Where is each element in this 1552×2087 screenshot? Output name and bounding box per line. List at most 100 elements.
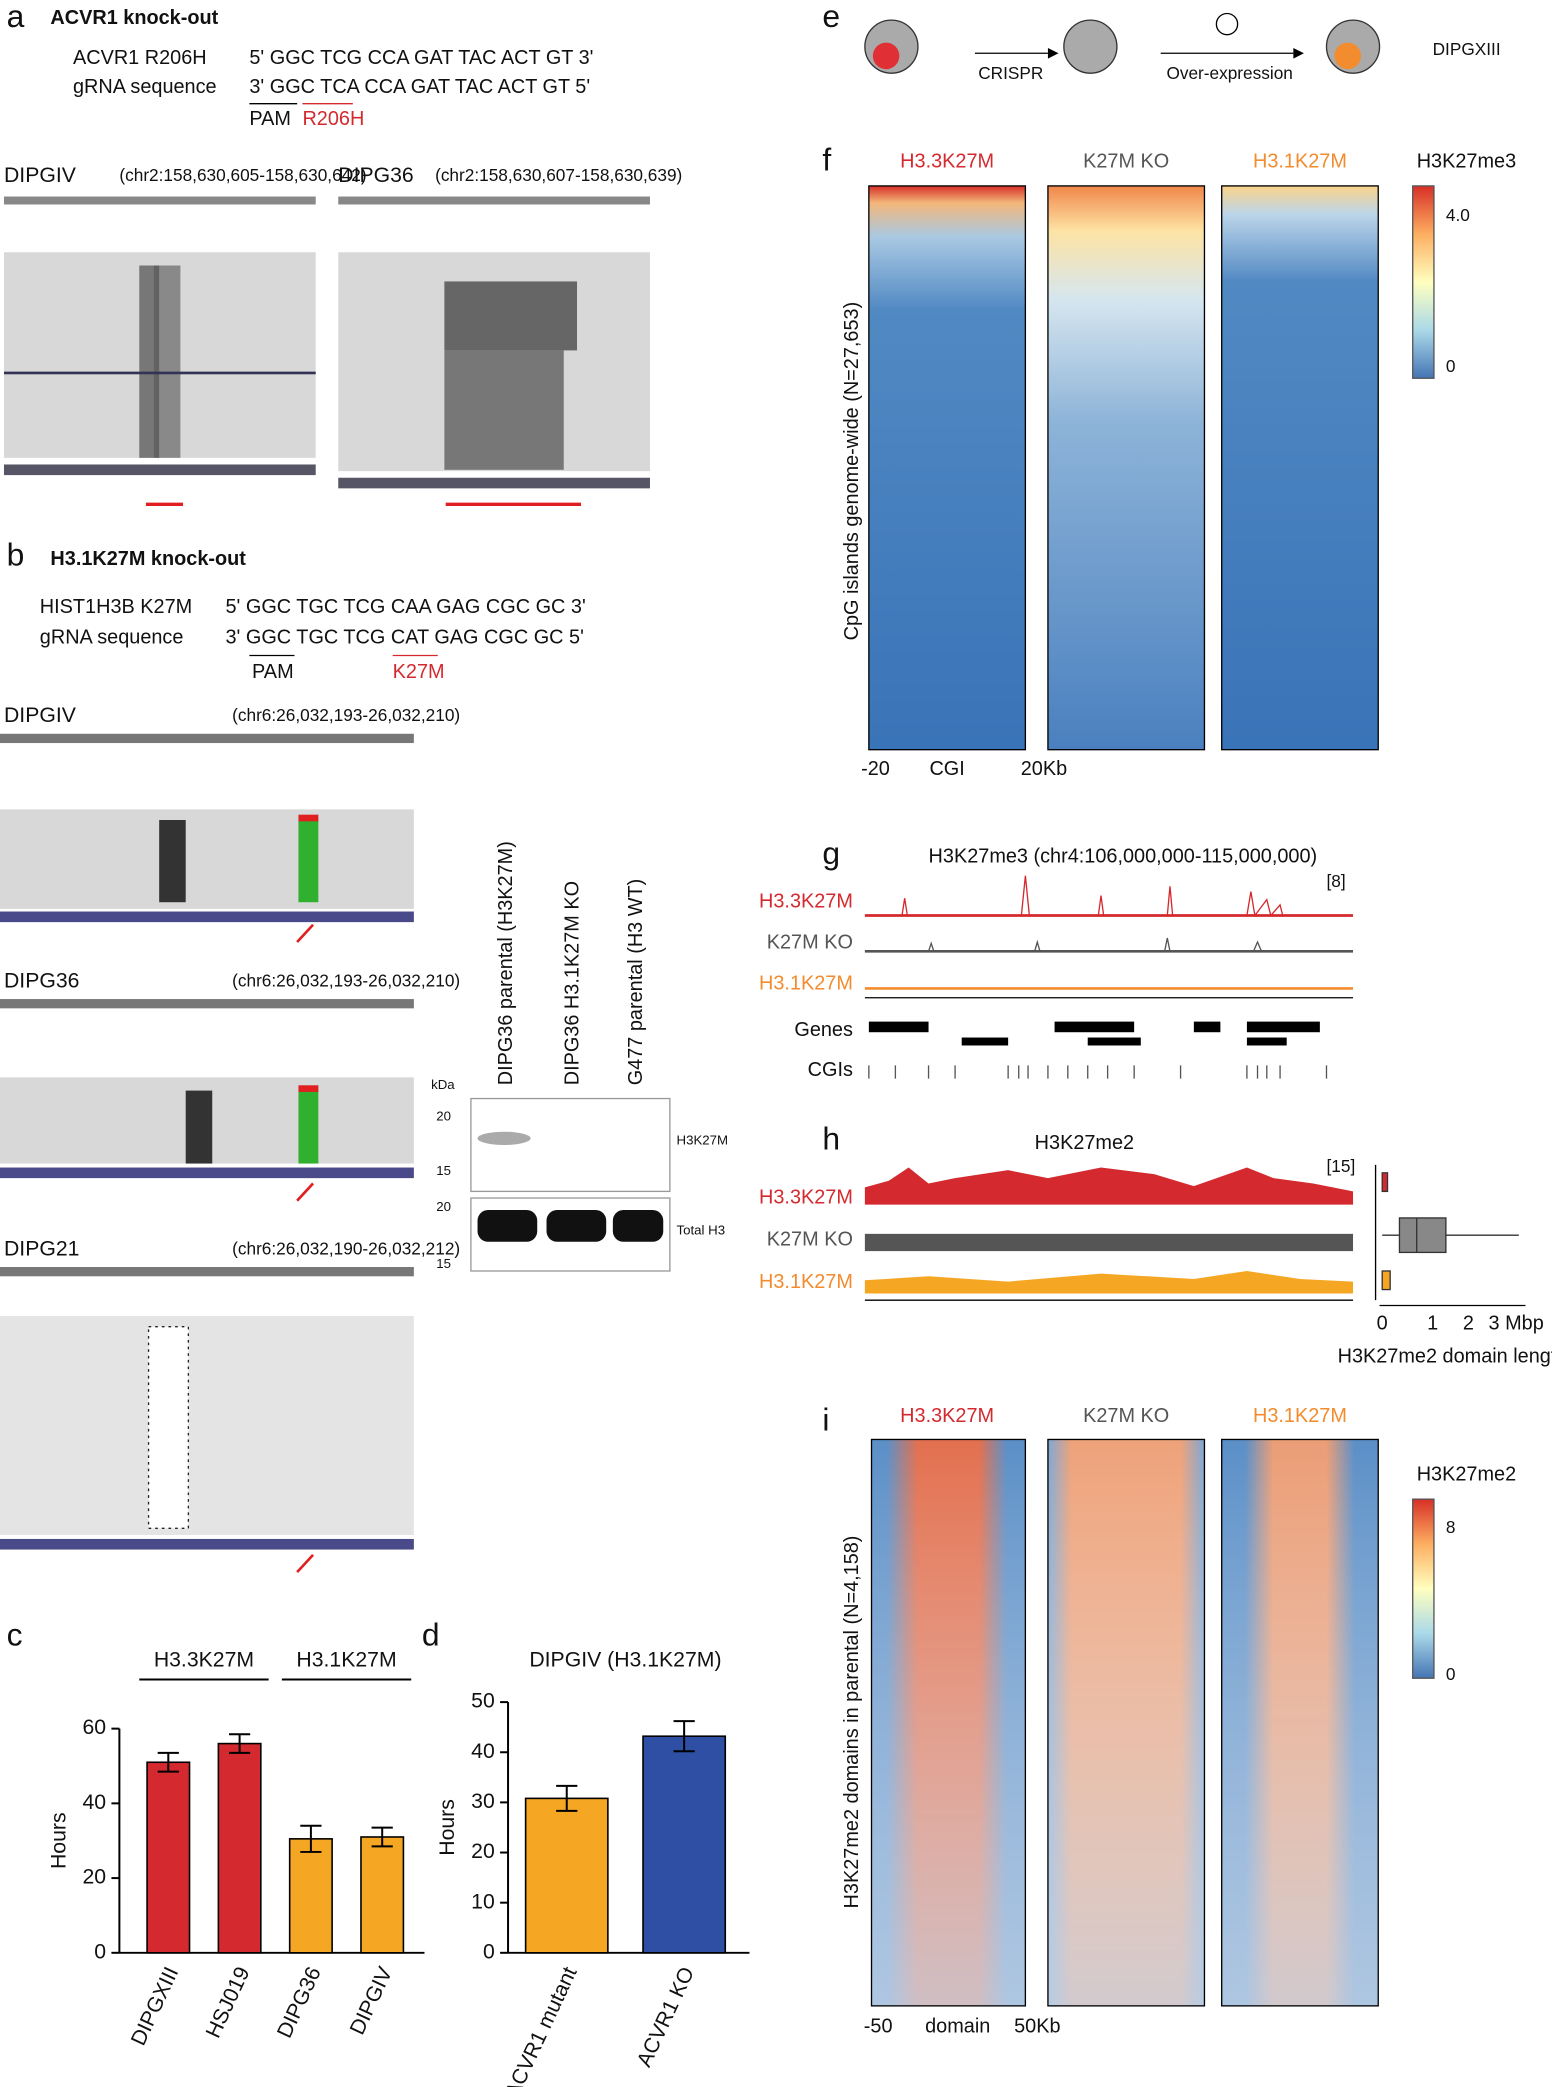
y-axis-label: Hours [436,1799,459,1856]
y-tick-label: 40 [471,1740,495,1763]
box-tick: 3 Mbp [1489,1312,1544,1334]
y-label: H3K27me2 domains in parental (N=4,158) [841,1536,863,1909]
igv-view [3,196,650,506]
y-tick-label: 60 [83,1716,107,1739]
sample: DIPG36 [338,164,413,187]
step-label: Over-expression [1166,63,1292,83]
column-title: H3.3K27M [900,150,994,172]
colorbar-tick: 0 [1446,1664,1456,1684]
marker: 15 [436,1256,451,1271]
seq-label: HIST1H3B K27M [40,596,192,618]
track-scale: [15] [1326,1156,1355,1176]
annotation-label: Genes [794,1019,853,1041]
error-bar [556,1784,578,1812]
column-title: K27M KO [1083,1405,1169,1427]
y-tick-label: 30 [471,1790,495,1813]
y-tick-label: 0 [483,1940,495,1963]
panel-label: h [822,1120,840,1156]
lane-label: DIPG36 parental (H3K27M) [495,841,517,1085]
sample: DIPG21 [4,1237,79,1260]
locus: (chr6:26,032,190-26,032,212) [232,1238,460,1258]
mutation: R206H [302,108,364,130]
x-tick-label: DIPG36 [273,1963,326,2041]
x-label: 50Kb [1014,2015,1060,2037]
box-tick: 1 [1427,1312,1438,1334]
error-bar [157,1751,179,1773]
panel-label: f [822,141,831,177]
lane-label: G477 parental (H3 WT) [625,879,647,1086]
x-label: 20Kb [1021,758,1067,780]
colorbar-tick: 4.0 [1446,205,1470,225]
panel-label: e [822,0,840,34]
error-bar [371,1826,393,1848]
cell-line: DIPGXIII [1433,39,1501,59]
band-label: H3K27M [677,1132,729,1147]
y-tick-label: 50 [471,1690,495,1713]
unit: kDa [431,1077,455,1092]
heatmap [868,185,1027,751]
track-label: K27M KO [767,1229,853,1251]
box-xlabel: H3K27me2 domain length [1338,1345,1552,1367]
panel-label: i [822,1402,829,1438]
bar [360,1836,405,1954]
bar [288,1838,333,1954]
x-label: CGI [929,758,964,780]
marker: 20 [436,1109,451,1124]
panel-title: H3K27me3 (chr4:106,000,000-115,000,000) [929,845,1318,867]
bar [217,1742,262,1954]
colorbar-tick: 8 [1446,1517,1456,1537]
panel-label: b [7,537,25,573]
y-tick-label: 20 [83,1866,107,1889]
heatmap [1047,185,1206,751]
group-label: H3.1K27M [296,1649,396,1672]
panel-label: a [7,0,25,34]
colorbar-title: H3K27me3 [1417,150,1516,172]
seq-label: gRNA sequence [73,76,217,98]
pam: PAM [249,108,291,130]
column-title: K27M KO [1083,150,1169,172]
mutation: K27M [393,661,445,683]
locus: (chr6:26,032,193-26,032,210) [232,705,460,725]
seq-label: ACVR1 R206H [73,47,207,69]
track-label: H3.3K27M [759,1186,853,1208]
x-tick-label: ACVR1 KO [633,1963,699,2070]
track-label: H3.1K27M [759,973,853,995]
marker: 15 [436,1163,451,1178]
x-label: -20 [861,758,890,780]
column-title: H3.3K27M [900,1405,994,1427]
box-tick: 0 [1377,1312,1388,1334]
panel-title: H3.1K27M knock-out [50,548,246,570]
track-label: H3.1K27M [759,1271,853,1293]
colorbar [1412,1498,1435,1679]
locus: (chr2:158,630,607-158,630,639) [435,165,682,185]
column-title: H3.1K27M [1253,1405,1347,1427]
genome-tracks [864,1164,1526,1307]
box-tick: 2 [1463,1312,1474,1334]
seq-label: gRNA sequence [40,627,184,649]
schematic [864,12,1381,74]
x-label: domain [925,2015,990,2037]
group-label: H3.3K27M [154,1649,254,1672]
panel-label: d [422,1617,440,1653]
sample: DIPGIV [4,704,77,727]
step-label: CRISPR [978,63,1043,83]
y-axis-label: Hours [47,1812,70,1869]
pam: PAM [252,661,294,683]
western-blot: kDa 20 15 20 15 H3K27M Total H3 DIPG36 p… [431,841,729,1272]
y-tick-label: 10 [471,1890,495,1913]
locus: (chr6:26,032,193-26,032,210) [232,970,460,990]
annotation-label: CGIs [808,1059,853,1081]
track-label: H3.3K27M [759,890,853,912]
track-label: K27M KO [767,932,853,954]
x-tick-label: ACVR1 mutant [501,1963,582,2087]
x-label: -50 [864,2015,893,2037]
y-tick-label: 20 [471,1840,495,1863]
seq: 3' GGC TCA CCA GAT TAC ACT GT 5' [249,76,590,98]
seq: 3' GGC TGC TCG CAT GAG CGC GC 5' [226,627,584,649]
panel-label: g [822,835,840,871]
error-bar [300,1824,322,1853]
colorbar-title: H3K27me2 [1417,1464,1516,1486]
seq: 5' GGC TGC TCG CAA GAG CGC GC 3' [226,596,586,618]
panel-title: H3K27me2 [1035,1132,1134,1154]
